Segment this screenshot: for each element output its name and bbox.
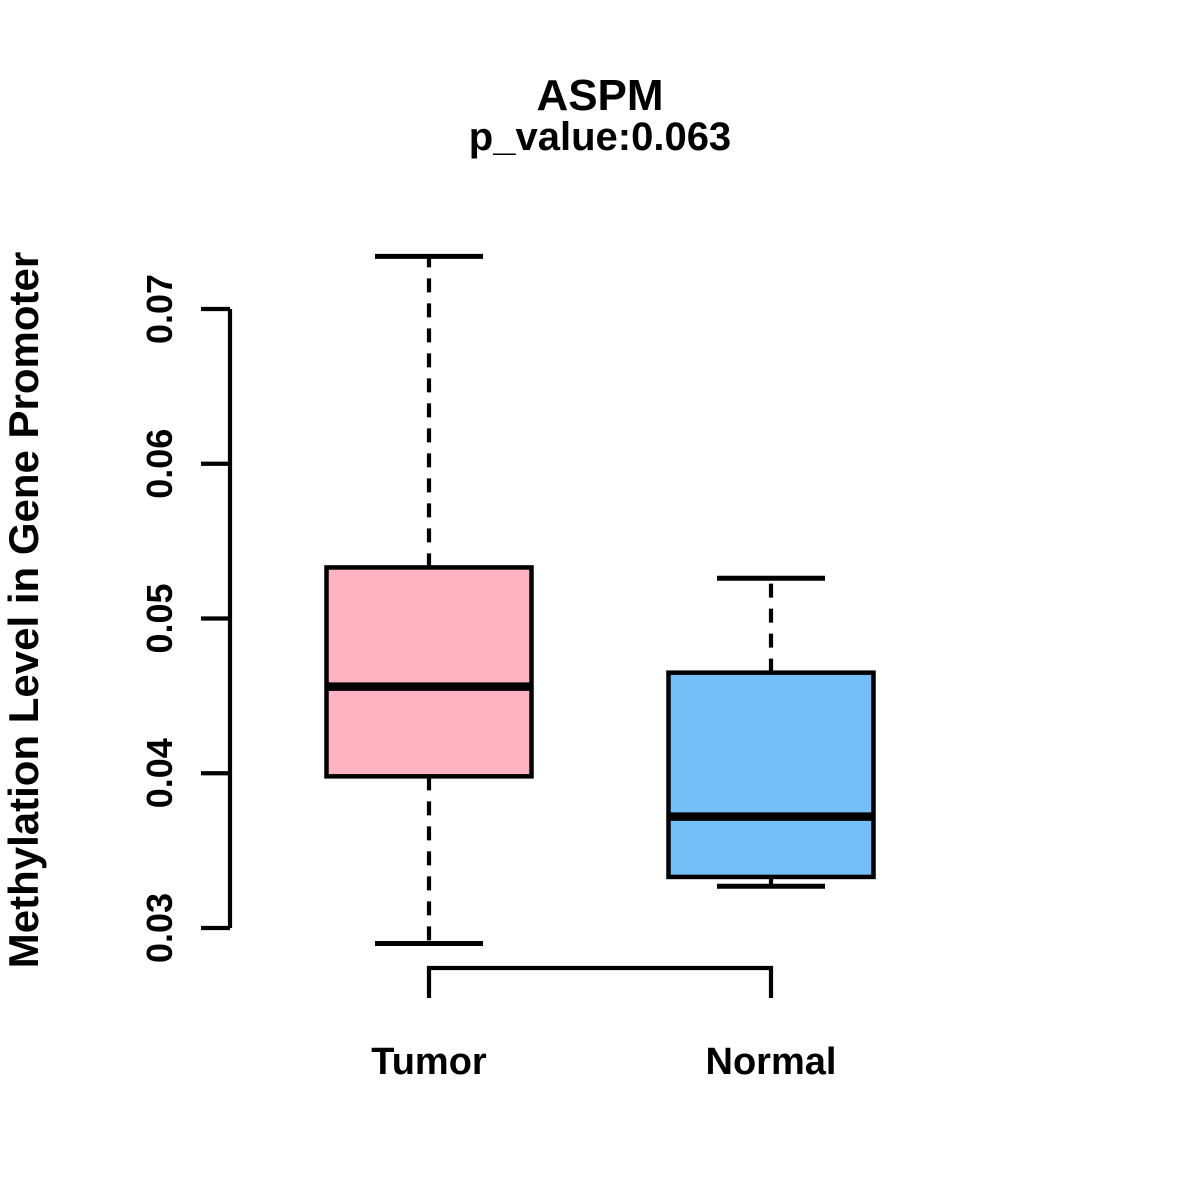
x-axis-bracket (426, 965, 774, 998)
y-tick-label: 0.05 (139, 583, 180, 653)
bracket-path (426, 965, 774, 998)
y-tick-label: 0.07 (139, 274, 180, 344)
iqr-box (324, 565, 534, 779)
boxplot-normal (666, 575, 876, 889)
boxplot-groups (324, 253, 876, 946)
category-labels: Tumor Normal (371, 1041, 836, 1083)
chart-subtitle: p_value:0.063 (469, 115, 731, 159)
y-axis-label: Methylation Level in Gene Promoter (0, 252, 47, 968)
y-axis: 0.03 0.04 0.05 0.06 0.07 (139, 274, 233, 963)
chart-title: ASPM (536, 71, 663, 120)
boxplot-tumor (324, 253, 534, 946)
y-tick-label: 0.03 (139, 893, 180, 963)
category-label-tumor: Tumor (371, 1041, 487, 1083)
iqr-box (666, 670, 876, 880)
y-tick-label: 0.06 (139, 429, 180, 499)
y-tick-label: 0.04 (139, 738, 180, 808)
category-label-normal: Normal (706, 1041, 837, 1083)
